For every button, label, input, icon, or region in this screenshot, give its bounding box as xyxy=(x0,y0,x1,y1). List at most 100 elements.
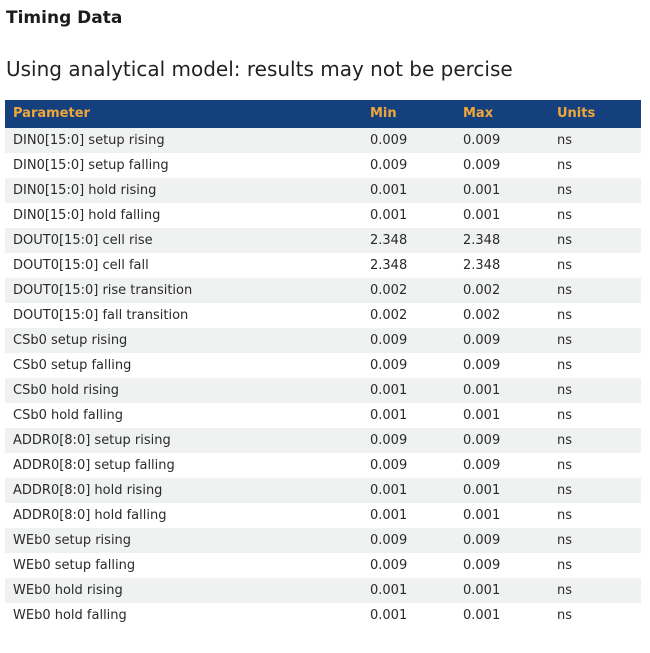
cell-max: 0.009 xyxy=(463,433,501,448)
column-header-min: Min xyxy=(362,100,455,128)
cell-max: 0.001 xyxy=(463,183,501,198)
table-row: DIN0[15:0] setup rising 0.009 0.009 ns xyxy=(5,128,641,153)
cell-min: 0.001 xyxy=(370,608,408,623)
table-row: DOUT0[15:0] fall transition 0.002 0.002 ns xyxy=(5,303,641,328)
table-row: CSb0 hold falling 0.001 0.001 ns xyxy=(5,403,641,428)
cell-max: 0.001 xyxy=(463,608,501,623)
table-row: DIN0[15:0] hold falling 0.001 0.001 ns xyxy=(5,203,641,228)
table-row: ADDR0[8:0] setup falling 0.009 0.009 ns xyxy=(5,453,641,478)
table-row: CSb0 setup rising 0.009 0.009 ns xyxy=(5,328,641,353)
cell-parameter: DIN0[15:0] hold rising xyxy=(13,183,157,198)
cell-units: ns xyxy=(557,233,573,248)
cell-parameter: ADDR0[8:0] hold rising xyxy=(13,483,163,498)
cell-units: ns xyxy=(557,183,573,198)
cell-units: ns xyxy=(557,408,573,423)
cell-min: 0.009 xyxy=(370,558,408,573)
table-row: CSb0 setup falling 0.009 0.009 ns xyxy=(5,353,641,378)
cell-max: 2.348 xyxy=(463,233,501,248)
table-row: DOUT0[15:0] cell fall 2.348 2.348 ns xyxy=(5,253,641,278)
cell-min: 0.001 xyxy=(370,208,408,223)
cell-max: 0.009 xyxy=(463,358,501,373)
cell-max: 0.009 xyxy=(463,158,501,173)
cell-units: ns xyxy=(557,333,573,348)
cell-units: ns xyxy=(557,158,573,173)
cell-parameter: CSb0 setup falling xyxy=(13,358,132,373)
cell-max: 2.348 xyxy=(463,258,501,273)
cell-min: 2.348 xyxy=(370,233,408,248)
cell-units: ns xyxy=(557,483,573,498)
cell-min: 0.009 xyxy=(370,133,408,148)
cell-parameter: DOUT0[15:0] cell rise xyxy=(13,233,153,248)
cell-max: 0.001 xyxy=(463,483,501,498)
cell-max: 0.001 xyxy=(463,508,501,523)
table-row: WEb0 setup falling 0.009 0.009 ns xyxy=(5,553,641,578)
cell-units: ns xyxy=(557,583,573,598)
cell-units: ns xyxy=(557,208,573,223)
cell-units: ns xyxy=(557,283,573,298)
cell-parameter: CSb0 setup rising xyxy=(13,333,128,348)
table-row: ADDR0[8:0] setup rising 0.009 0.009 ns xyxy=(5,428,641,453)
cell-min: 0.001 xyxy=(370,508,408,523)
timing-report-page: Timing Data Using analytical model: resu… xyxy=(0,7,650,628)
cell-parameter: WEb0 hold falling xyxy=(13,608,127,623)
cell-min: 0.001 xyxy=(370,383,408,398)
column-header-max: Max xyxy=(455,100,549,128)
cell-parameter: CSb0 hold falling xyxy=(13,408,124,423)
cell-min: 0.009 xyxy=(370,458,408,473)
cell-parameter: DIN0[15:0] hold falling xyxy=(13,208,161,223)
cell-parameter: ADDR0[8:0] setup falling xyxy=(13,458,175,473)
table-row: DOUT0[15:0] cell rise 2.348 2.348 ns xyxy=(5,228,641,253)
cell-units: ns xyxy=(557,558,573,573)
cell-units: ns xyxy=(557,533,573,548)
cell-max: 0.001 xyxy=(463,408,501,423)
table-row: DIN0[15:0] setup falling 0.009 0.009 ns xyxy=(5,153,641,178)
cell-max: 0.001 xyxy=(463,583,501,598)
cell-max: 0.009 xyxy=(463,333,501,348)
cell-units: ns xyxy=(557,608,573,623)
cell-max: 0.009 xyxy=(463,533,501,548)
table-body: DIN0[15:0] setup rising 0.009 0.009 ns DIN0[… xyxy=(5,128,641,628)
table-row: DOUT0[15:0] rise transition 0.002 0.002 ns xyxy=(5,278,641,303)
cell-parameter: DOUT0[15:0] rise transition xyxy=(13,283,193,298)
cell-min: 0.009 xyxy=(370,333,408,348)
cell-min: 0.009 xyxy=(370,158,408,173)
timing-data-table: Parameter Min Max Units DIN0[15:0] setup… xyxy=(5,100,641,628)
column-header-units: Units xyxy=(549,100,641,128)
column-header-parameter: Parameter xyxy=(5,100,362,128)
cell-units: ns xyxy=(557,508,573,523)
cell-min: 0.002 xyxy=(370,308,408,323)
cell-max: 0.002 xyxy=(463,283,501,298)
cell-parameter: ADDR0[8:0] hold falling xyxy=(13,508,167,523)
cell-max: 0.001 xyxy=(463,208,501,223)
cell-min: 0.001 xyxy=(370,483,408,498)
cell-parameter: WEb0 hold rising xyxy=(13,583,123,598)
cell-parameter: WEb0 setup falling xyxy=(13,558,136,573)
table-row: WEb0 setup rising 0.009 0.009 ns xyxy=(5,528,641,553)
cell-units: ns xyxy=(557,133,573,148)
cell-parameter: DIN0[15:0] setup rising xyxy=(13,133,165,148)
cell-units: ns xyxy=(557,258,573,273)
cell-units: ns xyxy=(557,433,573,448)
cell-units: ns xyxy=(557,358,573,373)
cell-units: ns xyxy=(557,458,573,473)
cell-min: 2.348 xyxy=(370,258,408,273)
cell-min: 0.009 xyxy=(370,533,408,548)
cell-max: 0.002 xyxy=(463,308,501,323)
cell-min: 0.009 xyxy=(370,433,408,448)
cell-parameter: CSb0 hold rising xyxy=(13,383,120,398)
cell-min: 0.001 xyxy=(370,408,408,423)
cell-parameter: ADDR0[8:0] setup rising xyxy=(13,433,171,448)
cell-max: 0.009 xyxy=(463,558,501,573)
cell-max: 0.001 xyxy=(463,383,501,398)
table-row: WEb0 hold falling 0.001 0.001 ns xyxy=(5,603,641,628)
cell-parameter: DOUT0[15:0] fall transition xyxy=(13,308,189,323)
cell-units: ns xyxy=(557,383,573,398)
page-title: Timing Data xyxy=(6,8,123,28)
cell-min: 0.001 xyxy=(370,583,408,598)
page-subtitle: Using analytical model: results may not … xyxy=(6,57,513,81)
cell-min: 0.002 xyxy=(370,283,408,298)
table-row: ADDR0[8:0] hold falling 0.001 0.001 ns xyxy=(5,503,641,528)
cell-units: ns xyxy=(557,308,573,323)
cell-parameter: DOUT0[15:0] cell fall xyxy=(13,258,149,273)
cell-parameter: WEb0 setup rising xyxy=(13,533,132,548)
